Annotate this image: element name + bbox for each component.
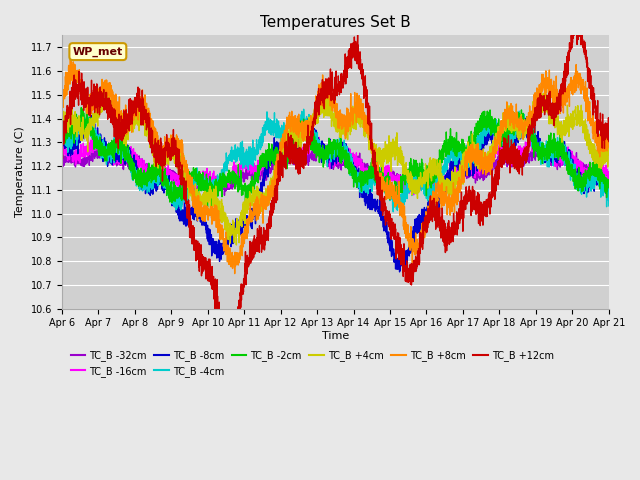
Line: TC_B +4cm: TC_B +4cm [62, 85, 609, 245]
TC_B +4cm [605, 152, 612, 157]
TC_B +12cm [605, 139, 612, 144]
TC_B -2cm [536, 156, 543, 162]
TC_B -16cm [536, 148, 543, 154]
TC_B -8cm [292, 142, 300, 148]
Line: TC_B -8cm: TC_B -8cm [62, 116, 609, 272]
Line: TC_B +8cm: TC_B +8cm [62, 60, 609, 274]
TC_B +12cm [292, 139, 300, 145]
TC_B -2cm [605, 185, 612, 191]
Line: TC_B -4cm: TC_B -4cm [62, 109, 609, 212]
TC_B +8cm [67, 57, 74, 62]
TC_B -8cm [88, 113, 95, 119]
Legend: TC_B -32cm, TC_B -16cm, TC_B -8cm, TC_B -4cm, TC_B -2cm, TC_B +4cm, TC_B +8cm, T: TC_B -32cm, TC_B -16cm, TC_B -8cm, TC_B … [67, 346, 558, 381]
TC_B -4cm [300, 107, 307, 112]
TC_B -2cm [58, 128, 66, 133]
TC_B -8cm [120, 139, 128, 145]
Line: TC_B -32cm: TC_B -32cm [62, 146, 609, 195]
TC_B -2cm [595, 178, 602, 183]
TC_B -16cm [410, 192, 417, 198]
TC_B -32cm [536, 149, 543, 155]
TC_B -8cm [536, 152, 543, 157]
TC_B -2cm [120, 155, 128, 160]
TC_B +4cm [268, 181, 276, 187]
TC_B -16cm [268, 147, 276, 153]
TC_B +8cm [120, 121, 128, 127]
TC_B -32cm [605, 175, 612, 181]
TC_B -2cm [292, 134, 300, 140]
TC_B +4cm [120, 127, 128, 132]
TC_B +12cm [595, 126, 602, 132]
TC_B +4cm [153, 145, 161, 151]
TC_B +4cm [595, 151, 602, 157]
TC_B -32cm [120, 161, 128, 167]
TC_B +8cm [153, 129, 161, 135]
TC_B +8cm [58, 90, 66, 96]
TC_B +12cm [225, 355, 233, 360]
TC_B -16cm [58, 148, 66, 154]
TC_B -8cm [268, 154, 276, 160]
TC_B +8cm [292, 118, 300, 124]
TC_B -16cm [88, 128, 96, 134]
TC_B +12cm [58, 143, 66, 149]
TC_B -4cm [268, 118, 275, 123]
TC_B +8cm [595, 136, 602, 142]
TC_B +4cm [536, 104, 543, 110]
TC_B -16cm [153, 175, 161, 180]
Text: WP_met: WP_met [73, 47, 123, 57]
TC_B -32cm [595, 172, 602, 178]
TC_B -4cm [120, 149, 128, 155]
Line: TC_B -16cm: TC_B -16cm [62, 131, 609, 195]
TC_B -2cm [153, 168, 161, 174]
TC_B -16cm [292, 145, 300, 151]
TC_B +12cm [268, 198, 276, 204]
TC_B +12cm [570, 12, 578, 17]
TC_B +8cm [231, 271, 239, 276]
TC_B +8cm [268, 188, 276, 193]
TC_B -8cm [153, 179, 161, 185]
TC_B -16cm [120, 152, 128, 158]
TC_B -32cm [268, 167, 276, 173]
TC_B -16cm [605, 171, 612, 177]
TC_B -4cm [153, 174, 161, 180]
TC_B -2cm [77, 105, 85, 110]
TC_B -32cm [221, 192, 228, 198]
TC_B -32cm [153, 168, 161, 174]
TC_B +8cm [605, 136, 612, 142]
TC_B -4cm [291, 134, 299, 140]
TC_B -32cm [292, 159, 300, 165]
TC_B -8cm [58, 126, 66, 132]
Line: TC_B -2cm: TC_B -2cm [62, 108, 609, 207]
TC_B -16cm [595, 174, 602, 180]
TC_B +8cm [536, 96, 543, 101]
TC_B +4cm [232, 242, 240, 248]
TC_B -4cm [536, 149, 543, 155]
TC_B -4cm [605, 203, 612, 209]
TC_B -4cm [389, 209, 397, 215]
TC_B -2cm [268, 152, 276, 157]
Line: TC_B +12cm: TC_B +12cm [62, 14, 609, 358]
TC_B -8cm [396, 269, 403, 275]
Y-axis label: Temperature (C): Temperature (C) [15, 127, 25, 217]
TC_B -8cm [595, 177, 602, 182]
TC_B +12cm [120, 133, 128, 139]
TC_B -4cm [595, 169, 602, 175]
X-axis label: Time: Time [322, 331, 349, 341]
TC_B +4cm [58, 131, 66, 136]
TC_B +4cm [538, 82, 545, 88]
TC_B -32cm [312, 143, 320, 149]
TC_B +12cm [153, 142, 161, 147]
TC_B +12cm [536, 103, 543, 108]
TC_B +4cm [292, 127, 300, 132]
TC_B -2cm [204, 204, 211, 210]
TC_B -8cm [605, 191, 612, 197]
TC_B -4cm [58, 132, 66, 138]
Title: Temperatures Set B: Temperatures Set B [260, 15, 411, 30]
TC_B -32cm [58, 153, 66, 159]
